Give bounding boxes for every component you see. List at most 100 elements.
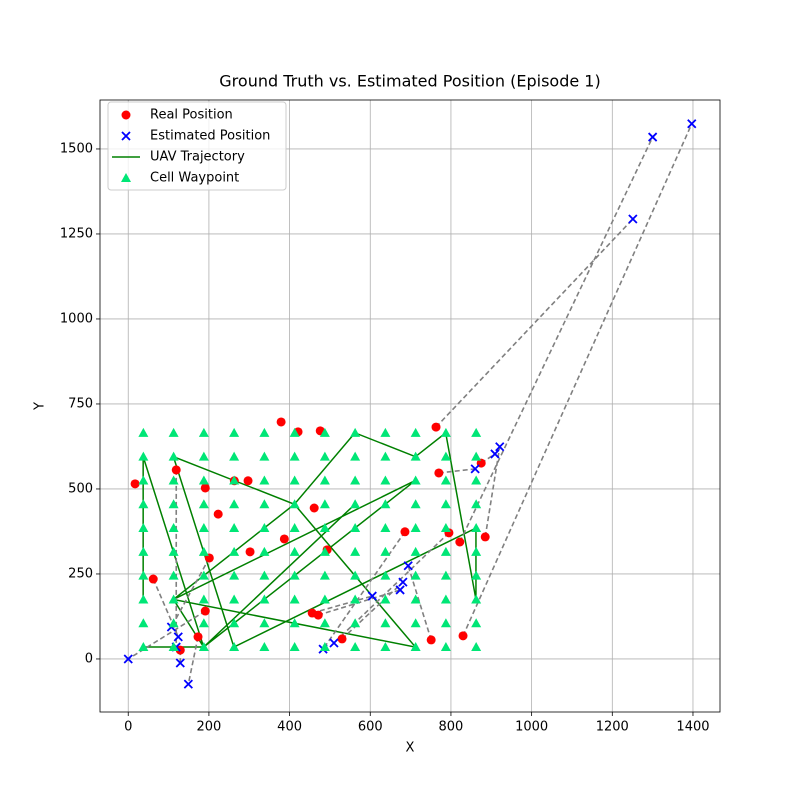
point [431, 422, 441, 432]
point [440, 642, 451, 652]
point [168, 451, 179, 461]
point [229, 523, 240, 533]
point [440, 451, 451, 461]
point [440, 523, 451, 533]
point [337, 634, 347, 644]
point [138, 546, 149, 556]
point [198, 523, 209, 533]
point [350, 618, 361, 628]
point [319, 427, 330, 437]
point [471, 594, 482, 604]
point [319, 642, 330, 652]
point [198, 546, 209, 556]
error-line [438, 468, 476, 474]
y-tick-label: 500 [68, 481, 93, 496]
point [198, 642, 209, 652]
point [687, 119, 697, 129]
point [138, 475, 149, 485]
legend-marker [121, 110, 131, 120]
point [440, 594, 451, 604]
point [130, 479, 140, 489]
point [319, 618, 330, 628]
legend-marker [121, 173, 131, 182]
point [471, 475, 482, 485]
point [183, 679, 193, 689]
point [380, 499, 391, 509]
point [138, 594, 149, 604]
point [289, 427, 300, 437]
point [350, 642, 361, 652]
error-line [459, 136, 654, 543]
point [319, 570, 330, 580]
point [410, 546, 421, 556]
point [229, 475, 240, 485]
point [410, 475, 421, 485]
point [168, 523, 179, 533]
point [440, 570, 451, 580]
point [380, 570, 391, 580]
point [398, 577, 408, 587]
plot-area [123, 119, 697, 689]
y-tick-label: 750 [68, 396, 93, 411]
point [245, 547, 255, 557]
point [138, 427, 149, 437]
point [471, 427, 482, 437]
point [350, 427, 361, 437]
y-tick-label: 1500 [60, 141, 93, 156]
point [410, 642, 421, 652]
point [138, 451, 149, 461]
point [289, 475, 300, 485]
point [471, 546, 482, 556]
point [471, 642, 482, 652]
point [229, 570, 240, 580]
point [138, 642, 149, 652]
point [168, 618, 179, 628]
axes-frame [99, 99, 721, 713]
point [138, 523, 149, 533]
point [229, 642, 240, 652]
point [200, 483, 210, 493]
error-line [322, 531, 406, 650]
point [279, 534, 289, 544]
point [403, 561, 413, 571]
point [289, 594, 300, 604]
point [229, 427, 240, 437]
point [259, 523, 270, 533]
error-line [341, 581, 404, 640]
point [319, 475, 330, 485]
x-tick-label: 1200 [596, 720, 629, 735]
point [350, 451, 361, 461]
y-tick-label: 1000 [60, 311, 93, 326]
point [313, 610, 323, 620]
point [168, 427, 179, 437]
point [471, 618, 482, 628]
point [471, 499, 482, 509]
point [471, 451, 482, 461]
point [198, 427, 209, 437]
point [470, 464, 480, 474]
point [289, 618, 300, 628]
point [198, 475, 209, 485]
point [350, 594, 361, 604]
point [380, 642, 391, 652]
point [440, 546, 451, 556]
point [198, 594, 209, 604]
error-line [187, 636, 199, 685]
point [138, 570, 149, 580]
point [229, 451, 240, 461]
point [319, 546, 330, 556]
error-line [170, 557, 211, 628]
point [309, 503, 319, 513]
point [426, 635, 436, 645]
x-tick-label: 1000 [515, 720, 548, 735]
point [168, 594, 179, 604]
point [168, 570, 179, 580]
point [350, 570, 361, 580]
y-tick-label: 1250 [60, 226, 93, 241]
point [229, 618, 240, 628]
point [400, 527, 410, 537]
point [495, 442, 505, 452]
point [171, 465, 181, 475]
point [319, 451, 330, 461]
